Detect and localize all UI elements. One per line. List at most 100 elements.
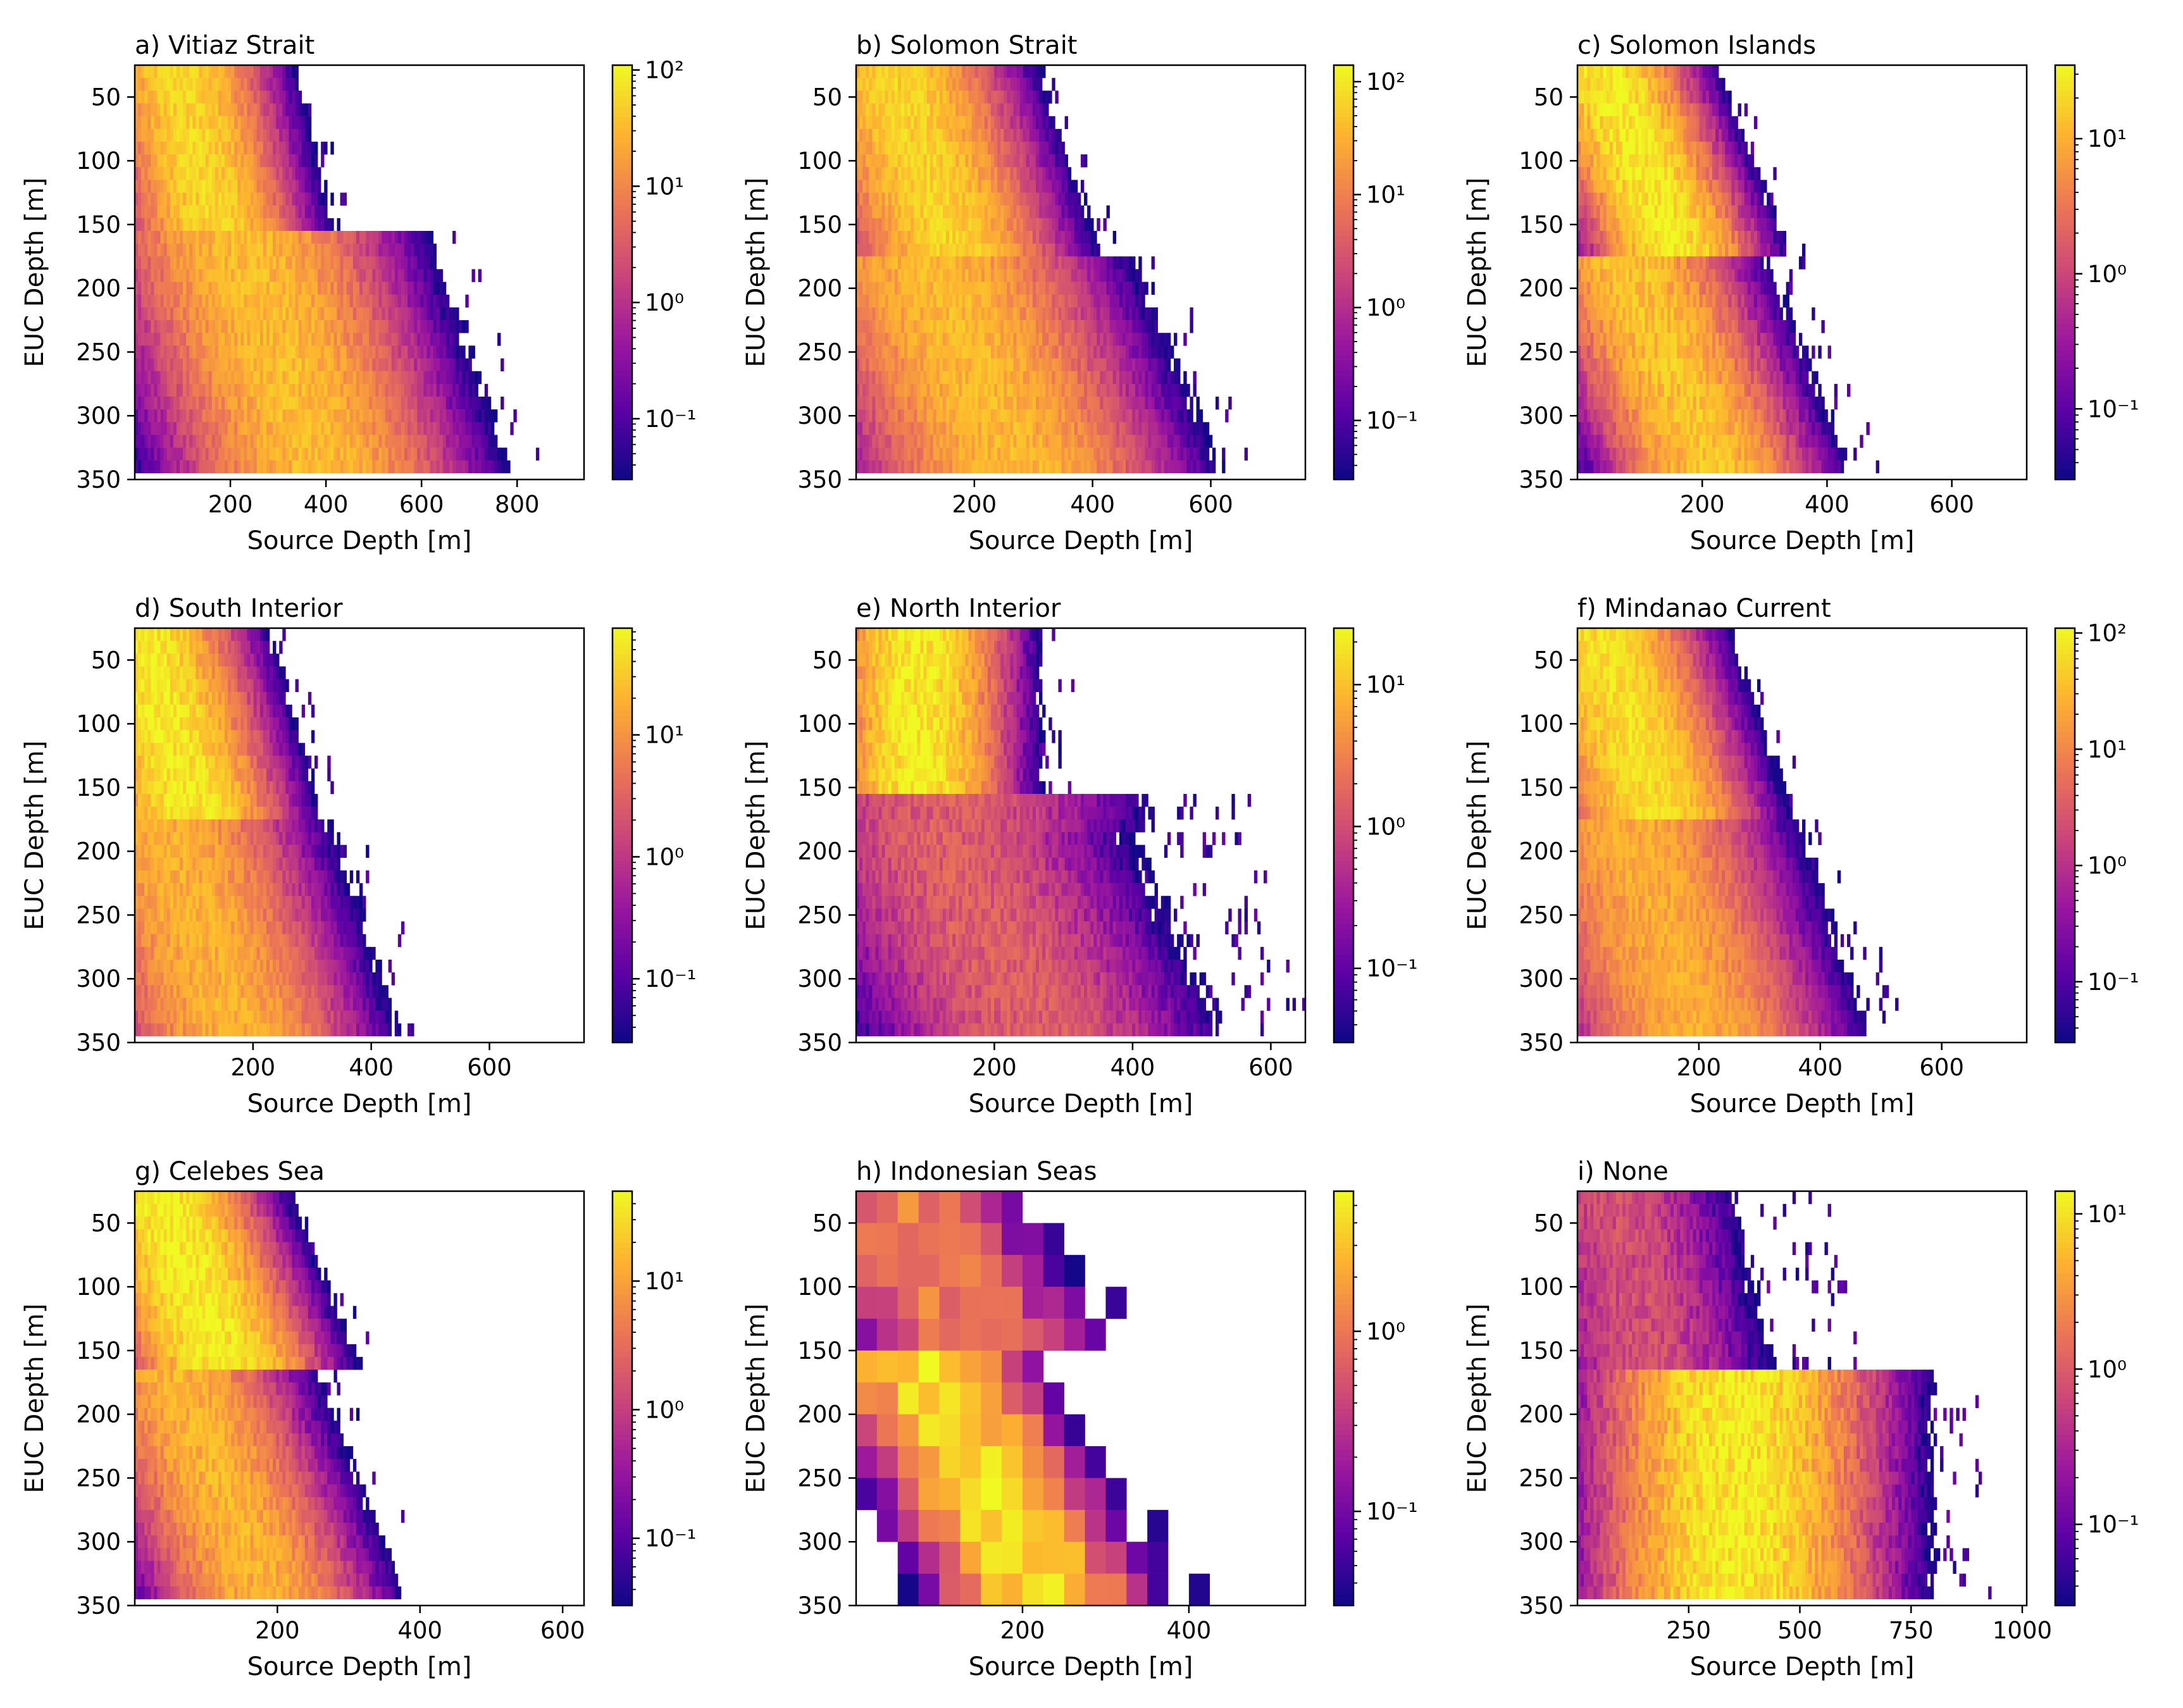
- heatmap-cell: [321, 218, 325, 232]
- heatmap-cell: [471, 409, 475, 423]
- heatmap-cell: [369, 256, 373, 269]
- colorbar-segment: [613, 132, 632, 139]
- heatmap-cell: [231, 269, 235, 282]
- heatmap-cell: [166, 333, 171, 346]
- heatmap-cell: [273, 460, 277, 474]
- heatmap-cell: [173, 358, 177, 371]
- heatmap-cell: [981, 282, 985, 295]
- heatmap-cell: [308, 447, 312, 461]
- heatmap-cell: [869, 128, 873, 142]
- heatmap-cell: [259, 154, 264, 168]
- heatmap-cell: [289, 460, 292, 474]
- heatmap-cell: [920, 320, 924, 333]
- heatmap-cell: [1019, 269, 1024, 282]
- heatmap-cell: [314, 447, 318, 461]
- heatmap-cell: [997, 103, 1001, 116]
- heatmap-cell: [1138, 269, 1142, 282]
- colorbar-segment: [613, 210, 632, 216]
- heatmap-cell: [240, 269, 244, 282]
- heatmap-cell: [340, 307, 344, 321]
- heatmap-cell: [994, 320, 998, 333]
- heatmap-cell: [881, 103, 885, 116]
- heatmap-cell: [1023, 383, 1027, 397]
- heatmap-cell: [1116, 383, 1120, 397]
- heatmap-cell: [949, 65, 953, 78]
- heatmap-cell: [923, 269, 927, 282]
- heatmap-cell: [375, 447, 379, 461]
- heatmap-cell: [231, 128, 235, 142]
- heatmap-cell: [923, 141, 927, 155]
- heatmap-cell: [166, 141, 171, 155]
- heatmap-cell: [311, 141, 315, 155]
- heatmap-cell: [881, 65, 885, 78]
- heatmap-cell: [1032, 358, 1036, 371]
- heatmap-cell: [263, 205, 267, 219]
- heatmap-cell: [1064, 218, 1069, 232]
- heatmap-cell: [394, 333, 399, 346]
- heatmap-cell: [292, 205, 295, 219]
- heatmap-cell: [295, 269, 299, 282]
- heatmap-cell: [1010, 358, 1014, 371]
- heatmap-cell: [862, 397, 866, 410]
- heatmap-cell: [151, 460, 154, 474]
- heatmap-cell: [247, 180, 251, 193]
- heatmap-cell: [907, 65, 911, 78]
- heatmap-cell: [974, 383, 979, 397]
- heatmap-cell: [475, 371, 478, 385]
- heatmap-cell: [946, 103, 950, 116]
- heatmap-cell: [397, 333, 402, 346]
- heatmap-cell: [959, 294, 962, 308]
- heatmap-cell: [218, 383, 222, 397]
- heatmap-cell: [301, 345, 306, 359]
- heatmap-cell: [215, 422, 219, 435]
- colorbar-segment: [613, 137, 632, 144]
- heatmap-cell: [231, 282, 235, 295]
- heatmap-cell: [939, 371, 943, 385]
- heatmap-cell: [926, 128, 930, 142]
- heatmap-cell: [311, 383, 315, 397]
- heatmap-cell: [385, 231, 389, 244]
- heatmap-cell: [1032, 383, 1036, 397]
- heatmap-cell: [304, 345, 309, 359]
- heatmap-cell: [894, 345, 899, 359]
- heatmap-cell: [436, 358, 440, 371]
- heatmap-cell: [147, 141, 151, 155]
- heatmap-cell: [891, 218, 895, 232]
- heatmap-cell: [192, 447, 196, 461]
- heatmap-cell: [298, 231, 302, 244]
- heatmap-cell: [1157, 345, 1162, 359]
- heatmap-cell: [196, 435, 199, 448]
- heatmap-cell: [237, 180, 241, 193]
- heatmap-cell: [151, 435, 154, 448]
- heatmap-cell: [997, 231, 1001, 244]
- heatmap-cell: [253, 218, 258, 232]
- heatmap-cell: [920, 397, 924, 410]
- heatmap-cell: [363, 447, 366, 461]
- heatmap-cell: [388, 397, 392, 410]
- heatmap-cell: [250, 307, 254, 321]
- colorbar-segment: [613, 148, 632, 154]
- heatmap-cell: [327, 231, 331, 244]
- heatmap-cell: [157, 269, 161, 282]
- heatmap-cell: [244, 447, 247, 461]
- heatmap-cell: [285, 218, 289, 232]
- heatmap-cell: [192, 294, 196, 308]
- heatmap-cell: [208, 244, 213, 257]
- heatmap-cell: [157, 397, 161, 410]
- heatmap-cell: [366, 307, 370, 321]
- heatmap-cell: [1007, 90, 1011, 104]
- y-tick-label: 350: [76, 466, 121, 493]
- heatmap-cell: [1004, 103, 1007, 116]
- heatmap-cell: [154, 294, 158, 308]
- heatmap-cell: [256, 128, 261, 142]
- heatmap-cell: [936, 282, 940, 295]
- heatmap-cell: [894, 333, 899, 346]
- heatmap-cell: [163, 65, 168, 78]
- heatmap-cell: [911, 128, 914, 142]
- heatmap-cell: [225, 167, 228, 180]
- heatmap-cell: [1061, 244, 1065, 257]
- heatmap-cell: [170, 244, 174, 257]
- heatmap-cell: [163, 320, 168, 333]
- heatmap-cell: [273, 141, 277, 155]
- heatmap-cell: [202, 205, 206, 219]
